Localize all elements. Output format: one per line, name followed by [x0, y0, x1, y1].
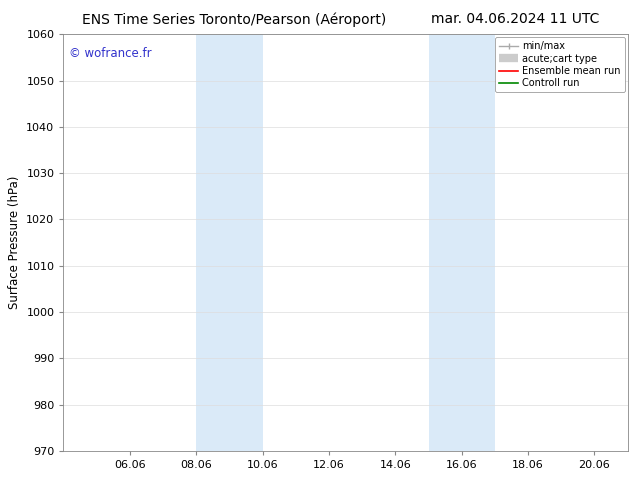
Y-axis label: Surface Pressure (hPa): Surface Pressure (hPa) [8, 176, 21, 309]
Bar [196, 34, 262, 451]
Text: © wofrance.fr: © wofrance.fr [69, 47, 152, 60]
Text: mar. 04.06.2024 11 UTC: mar. 04.06.2024 11 UTC [431, 12, 600, 26]
Legend: min/max, acute;cart type, Ensemble mean run, Controll run: min/max, acute;cart type, Ensemble mean … [495, 37, 624, 92]
Text: ENS Time Series Toronto/Pearson (Aéroport): ENS Time Series Toronto/Pearson (Aéropor… [82, 12, 387, 27]
Bar [462, 34, 495, 451]
Bar [429, 34, 462, 451]
